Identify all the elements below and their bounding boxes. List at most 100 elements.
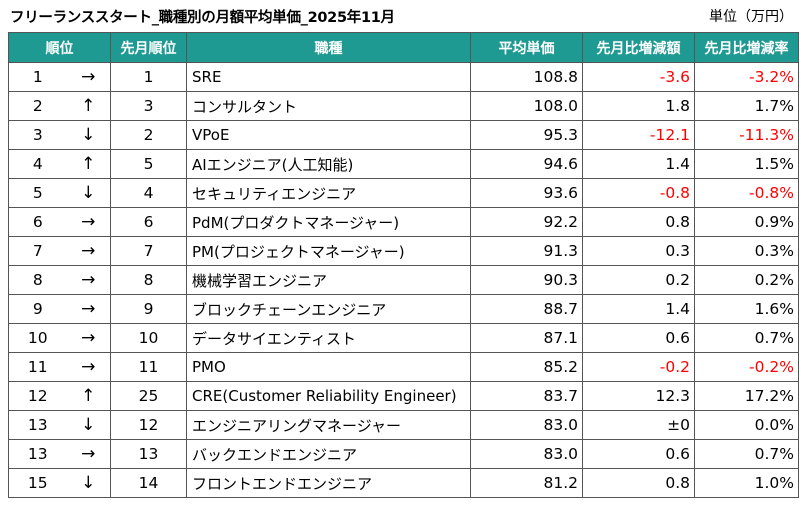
prev-rank-cell: 5 [110,149,187,179]
avg-price-cell: 108.0 [470,91,583,121]
prev-rank-cell: 25 [110,381,187,411]
diff-amount-cell: -0.2 [582,352,695,382]
trend-arrow-icon: → [66,323,111,353]
rank-cell: 10 [8,323,67,353]
table-row: 15 ↓ 14 フロントエンドエンジニア 81.2 0.8 1.0% [8,468,799,498]
prev-rank-cell: 6 [110,207,187,237]
table-row: 8 → 8 機械学習エンジニア 90.3 0.2 0.2% [8,265,799,295]
diff-rate-cell: 1.0% [694,468,799,498]
avg-price-cell: 94.6 [470,149,583,179]
rank-cell: 6 [8,207,67,237]
diff-rate-cell: 0.2% [694,265,799,295]
job-cell: PMO [186,352,471,382]
diff-amount-cell: ±0 [582,410,695,440]
trend-arrow-icon: → [66,236,111,266]
table-row: 5 ↓ 4 セキュリティエンジニア 93.6 -0.8 -0.8% [8,178,799,208]
avg-price-cell: 83.7 [470,381,583,411]
diff-rate-cell: -0.2% [694,352,799,382]
prev-rank-cell: 2 [110,120,187,150]
table-row: 13 → 13 バックエンドエンジニア 83.0 0.6 0.7% [8,439,799,469]
job-cell: セキュリティエンジニア [186,178,471,208]
avg-price-cell: 93.6 [470,178,583,208]
diff-amount-cell: 1.4 [582,149,695,179]
diff-amount-cell: 0.6 [582,439,695,469]
trend-arrow-icon: ↑ [66,149,111,179]
rank-cell: 7 [8,236,67,266]
header-prev-rank: 先月順位 [110,32,187,63]
prev-rank-cell: 3 [110,91,187,121]
table-row: 10 → 10 データサイエンティスト 87.1 0.6 0.7% [8,323,799,353]
diff-rate-cell: -3.2% [694,62,799,92]
job-cell: CRE(Customer Reliability Engineer) [186,381,471,411]
diff-amount-cell: 0.8 [582,468,695,498]
job-cell: ブロックチェーンエンジニア [186,294,471,324]
job-cell: PM(プロジェクトマネージャー) [186,236,471,266]
diff-amount-cell: 0.6 [582,323,695,353]
avg-price-cell: 83.0 [470,439,583,469]
prev-rank-cell: 13 [110,439,187,469]
diff-rate-cell: 1.5% [694,149,799,179]
trend-arrow-icon: ↑ [66,91,111,121]
diff-amount-cell: 1.4 [582,294,695,324]
table-row: 12 ↑ 25 CRE(Customer Reliability Engineer) 8… [8,381,799,411]
diff-rate-cell: 1.6% [694,294,799,324]
rank-cell: 13 [8,410,67,440]
job-cell: エンジニアリングマネージャー [186,410,471,440]
job-cell: PdM(プロダクトマネージャー) [186,207,471,237]
prev-rank-cell: 8 [110,265,187,295]
prev-rank-cell: 10 [110,323,187,353]
avg-price-cell: 83.0 [470,410,583,440]
table-body: 1 → 1 SRE 108.8 -3.6 -3.2% 2 ↑ 3 コンサルタント 108.0 1.8 1.… [8,62,799,498]
rank-cell: 8 [8,265,67,295]
table-header-row: 順位 先月順位 職種 平均単価 先月比増減額 先月比増減率 [8,32,799,63]
table-row: 7 → 7 PM(プロジェクトマネージャー) 91.3 0.3 0.3% [8,236,799,266]
diff-rate-cell: 0.9% [694,207,799,237]
rank-cell: 9 [8,294,67,324]
avg-price-cell: 91.3 [470,236,583,266]
diff-rate-cell: 17.2% [694,381,799,411]
avg-price-cell: 87.1 [470,323,583,353]
prev-rank-cell: 12 [110,410,187,440]
avg-price-cell: 92.2 [470,207,583,237]
diff-rate-cell: 0.7% [694,323,799,353]
trend-arrow-icon: ↓ [66,410,111,440]
trend-arrow-icon: → [66,294,111,324]
rank-cell: 12 [8,381,67,411]
diff-amount-cell: -3.6 [582,62,695,92]
trend-arrow-icon: ↓ [66,178,111,208]
table-row: 11 → 11 PMO 85.2 -0.2 -0.2% [8,352,799,382]
diff-amount-cell: 1.8 [582,91,695,121]
trend-arrow-icon: → [66,439,111,469]
job-cell: コンサルタント [186,91,471,121]
table-row: 4 ↑ 5 AIエンジニア(人工知能) 94.6 1.4 1.5% [8,149,799,179]
trend-arrow-icon: ↓ [66,120,111,150]
job-cell: 機械学習エンジニア [186,265,471,295]
rank-cell: 13 [8,439,67,469]
prev-rank-cell: 4 [110,178,187,208]
header-job: 職種 [186,32,471,63]
trend-arrow-icon: → [66,62,111,92]
job-cell: SRE [186,62,471,92]
trend-arrow-icon: ↑ [66,381,111,411]
header-diff-rate: 先月比増減率 [694,32,799,63]
diff-amount-cell: 0.8 [582,207,695,237]
job-cell: AIエンジニア(人工知能) [186,149,471,179]
diff-amount-cell: 12.3 [582,381,695,411]
trend-arrow-icon: → [66,265,111,295]
job-cell: データサイエンティスト [186,323,471,353]
rank-cell: 15 [8,468,67,498]
table-row: 9 → 9 ブロックチェーンエンジニア 88.7 1.4 1.6% [8,294,799,324]
header-diff-amount: 先月比増減額 [582,32,695,63]
rank-cell: 4 [8,149,67,179]
avg-price-cell: 88.7 [470,294,583,324]
trend-arrow-icon: → [66,352,111,382]
prev-rank-cell: 14 [110,468,187,498]
job-cell: バックエンドエンジニア [186,439,471,469]
table-row: 2 ↑ 3 コンサルタント 108.0 1.8 1.7% [8,91,799,121]
diff-rate-cell: -0.8% [694,178,799,208]
diff-rate-cell: 0.7% [694,439,799,469]
trend-arrow-icon: ↓ [66,468,111,498]
rank-cell: 11 [8,352,67,382]
job-cell: フロントエンドエンジニア [186,468,471,498]
diff-amount-cell: 0.3 [582,236,695,266]
